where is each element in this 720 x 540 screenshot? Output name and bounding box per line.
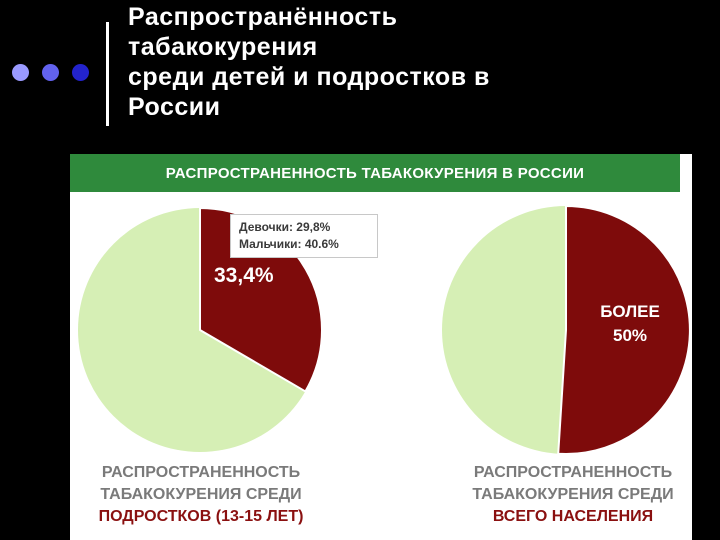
pie-right-caption-line-3: ВСЕГО НАСЕЛЕНИЯ (492, 508, 654, 525)
pie-right-caption: РАСПРОСТРАНЕННОСТЬ ТАБАКОКУРЕНИЯ СРЕДИ В… (448, 462, 698, 528)
callout-girls: Девочки: 29,8% (239, 220, 331, 234)
pie-left-caption-line-2: ТАБАКОКУРЕНИЯ СРЕДИ (100, 486, 302, 503)
pie-right-smokers-slice (557, 204, 691, 455)
pie-left-caption: РАСПРОСТРАНЕННОСТЬ ТАБАКОКУРЕНИЯ СРЕДИ П… (76, 462, 326, 528)
pie-right-caption-line-1: РАСПРОСТРАНЕННОСТЬ (473, 464, 673, 481)
pie-right-caption-line-2: ТАБАКОКУРЕНИЯ СРЕДИ (472, 486, 674, 503)
dot-medium (42, 64, 59, 81)
pie-left-caption-line-3: ПОДРОСТКОВ (13-15 ЛЕТ) (98, 508, 304, 525)
slide-title-line-2: табакокурения (128, 33, 318, 61)
pie-left-caption-line-1: РАСПРОСТРАНЕННОСТЬ (101, 464, 301, 481)
dot-light (12, 64, 29, 81)
callout-boys: Мальчики: 40.6% (239, 237, 339, 251)
dot-dark (72, 64, 89, 81)
title-divider (106, 22, 109, 126)
gender-callout: Девочки: 29,8% Мальчики: 40.6% (230, 214, 378, 258)
pie-right-data-label: БОЛЕЕ 50% (590, 300, 670, 348)
decorative-dots (12, 64, 96, 84)
pie-right-label-line-1: БОЛЕЕ (600, 302, 660, 321)
slide-title-line-4: России (128, 93, 221, 121)
slide-title-line-1: Распространённость (128, 3, 398, 31)
pie-right-label-line-2: 50% (612, 326, 648, 345)
slide-title-line-3: среди детей и подростков в (128, 63, 490, 91)
slide-title: Распространённость табакокурения среди д… (128, 2, 708, 122)
chart-banner: РАСПРОСТРАНЕННОСТЬ ТАБАКОКУРЕНИЯ В РОССИ… (70, 154, 680, 192)
pie-left-data-label: 33,4% (214, 264, 274, 287)
